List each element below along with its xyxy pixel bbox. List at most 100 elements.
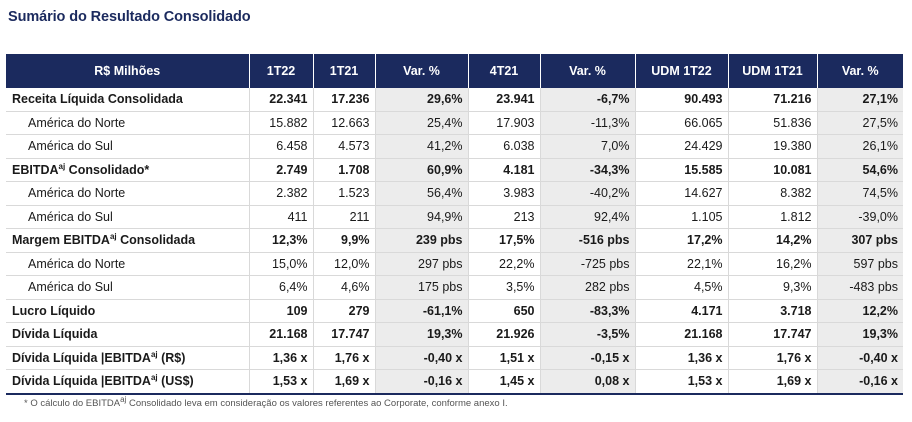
table-cell: 307 pbs (816, 228, 903, 253)
table-cell: 1,76 x (312, 346, 375, 370)
table-cell: -83,3% (539, 299, 635, 323)
row-label: América do Sul (6, 134, 249, 159)
table-row: América do Sul 411 211 94,9% 213 92,4% 1.105 1.… (6, 205, 903, 229)
table-cell: 0,08 x (539, 369, 635, 395)
results-table: R$ Milhões 1T22 1T21 Var. % 4T21 Var. % UDM 1T… (6, 54, 903, 395)
table-cell: 4,5% (634, 275, 728, 300)
table-cell: 4.171 (634, 299, 728, 323)
table-cell: -0,40 x (374, 346, 468, 370)
table-cell: 21.926 (467, 322, 540, 347)
table-cell: -3,5% (539, 322, 635, 347)
row-label: América do Sul (6, 205, 249, 229)
row-label-suffix: (US$) (157, 374, 194, 389)
table-cell: 1,69 x (312, 369, 375, 395)
table-row: Lucro Líquido 109 279 -61,1% 650 -83,3% 4.171 3… (6, 299, 903, 323)
table-cell: 14,2% (727, 228, 817, 253)
table-cell: 279 (312, 299, 375, 323)
row-label: Receita Líquida Consolidada (6, 88, 249, 112)
table-row: América do Norte 15.882 12.663 25,4% 17.903-… (6, 111, 903, 135)
row-label: América do Norte (6, 181, 249, 206)
table-cell: 21.168 (248, 322, 313, 347)
table-cell: -61,1% (374, 299, 468, 323)
row-label: Lucro Líquido (6, 299, 249, 323)
table-cell: 41,2% (374, 134, 468, 159)
table-row: Dívida Líquida |EBITDAaj (US$) 1,53 x 1,69… (6, 369, 903, 395)
row-label: Dívida Líquida (6, 322, 249, 347)
row-label: América do Norte (6, 252, 249, 276)
table-cell: 12,3% (248, 228, 313, 253)
table-row: Dívida Líquida |EBITDAaj (R$) 1,36 x 1,76 … (6, 346, 903, 370)
row-label-sup: aj (109, 232, 117, 242)
table-cell: 92,4% (539, 205, 635, 229)
table-cell: 6.038 (467, 134, 540, 159)
table-cell: -0,16 x (816, 369, 903, 395)
footnote: * O cálculo do EBITDAaj Consolidado leva… (24, 394, 508, 409)
table-cell: 12,2% (816, 299, 903, 323)
table-cell: 27,5% (816, 111, 903, 135)
table-cell: 597 pbs (816, 252, 903, 276)
table-cell: 29,6% (374, 88, 468, 112)
table-cell: 21.168 (634, 322, 728, 347)
table-cell: 22.341 (248, 88, 313, 112)
table-cell: 74,5% (816, 181, 903, 206)
table-cell: 1,53 x (634, 369, 728, 395)
table-cell: 6,4% (248, 275, 313, 300)
header-column-4: 4T21 (467, 54, 540, 88)
row-label-text: Dívida Líquida |EBITDA (12, 350, 151, 365)
table-cell: -0,15 x (539, 346, 635, 370)
table-cell: 1,53 x (248, 369, 313, 395)
table-cell: 71.216 (727, 88, 817, 112)
footnote-sup: aj (120, 394, 127, 404)
table-cell: 1.812 (727, 205, 817, 229)
table-cell: 411 (248, 205, 313, 229)
table-row: Margem EBITDAaj Consolidada 12,3% 9,9% 239 … (6, 228, 903, 253)
table-cell: 19,3% (374, 322, 468, 347)
table-cell: 56,4% (374, 181, 468, 206)
table-cell: 4,6% (312, 275, 375, 300)
table-row: Dívida Líquida 21.168 17.747 19,3% 21.926 -3,… (6, 322, 903, 347)
row-label-text: Margem EBITDA (12, 233, 110, 248)
table-cell: 19.380 (727, 134, 817, 159)
table-cell: 211 (312, 205, 375, 229)
table-cell: 1,69 x (727, 369, 817, 395)
table-cell: -0,16 x (374, 369, 468, 395)
table-cell: 17,2% (634, 228, 728, 253)
table-cell: 60,9% (374, 158, 468, 182)
table-cell: 26,1% (816, 134, 903, 159)
row-label-text: EBITDA (12, 162, 59, 177)
table-row: América do Sul 6,4% 4,6% 175 pbs 3,5% 282 pbs… (6, 275, 903, 300)
header-column-3: Var. % (374, 54, 468, 88)
header-column-7: UDM 1T21 (727, 54, 817, 88)
table-cell: 1,36 x (634, 346, 728, 370)
table-cell: 10.081 (727, 158, 817, 182)
table-cell: 1,76 x (727, 346, 817, 370)
row-label-suffix: Consolidada (116, 233, 196, 248)
row-label-suffix: (R$) (157, 350, 186, 365)
table-cell: 1.105 (634, 205, 728, 229)
table-cell: 16,2% (727, 252, 817, 276)
table-cell: 7,0% (539, 134, 635, 159)
table-cell: 213 (467, 205, 540, 229)
row-label-sup: aj (150, 349, 158, 359)
table-cell: 175 pbs (374, 275, 468, 300)
table-cell: 9,9% (312, 228, 375, 253)
table-cell: -11,3% (539, 111, 635, 135)
table-cell: -516 pbs (539, 228, 635, 253)
table-cell: 3.983 (467, 181, 540, 206)
page-title: Sumário do Resultado Consolidado (8, 9, 251, 25)
table-cell: 54,6% (816, 158, 903, 182)
table-cell: 2.749 (248, 158, 313, 182)
table-cell: 1,45 x (467, 369, 540, 395)
table-cell: -6,7% (539, 88, 635, 112)
header-column-8: Var. % (816, 54, 903, 88)
table-cell: 14.627 (634, 181, 728, 206)
row-label: Dívida Líquida |EBITDAaj (R$) (6, 346, 249, 370)
table-cell: 4.181 (467, 158, 540, 182)
table-cell: 19,3% (816, 322, 903, 347)
footnote-post: Consolidado leva em consideração os valo… (126, 398, 508, 409)
table-cell: 12.663 (312, 111, 375, 135)
row-label: América do Sul (6, 275, 249, 300)
table-cell: 3.718 (727, 299, 817, 323)
table-cell: 15,0% (248, 252, 313, 276)
table-cell: 17,5% (467, 228, 540, 253)
